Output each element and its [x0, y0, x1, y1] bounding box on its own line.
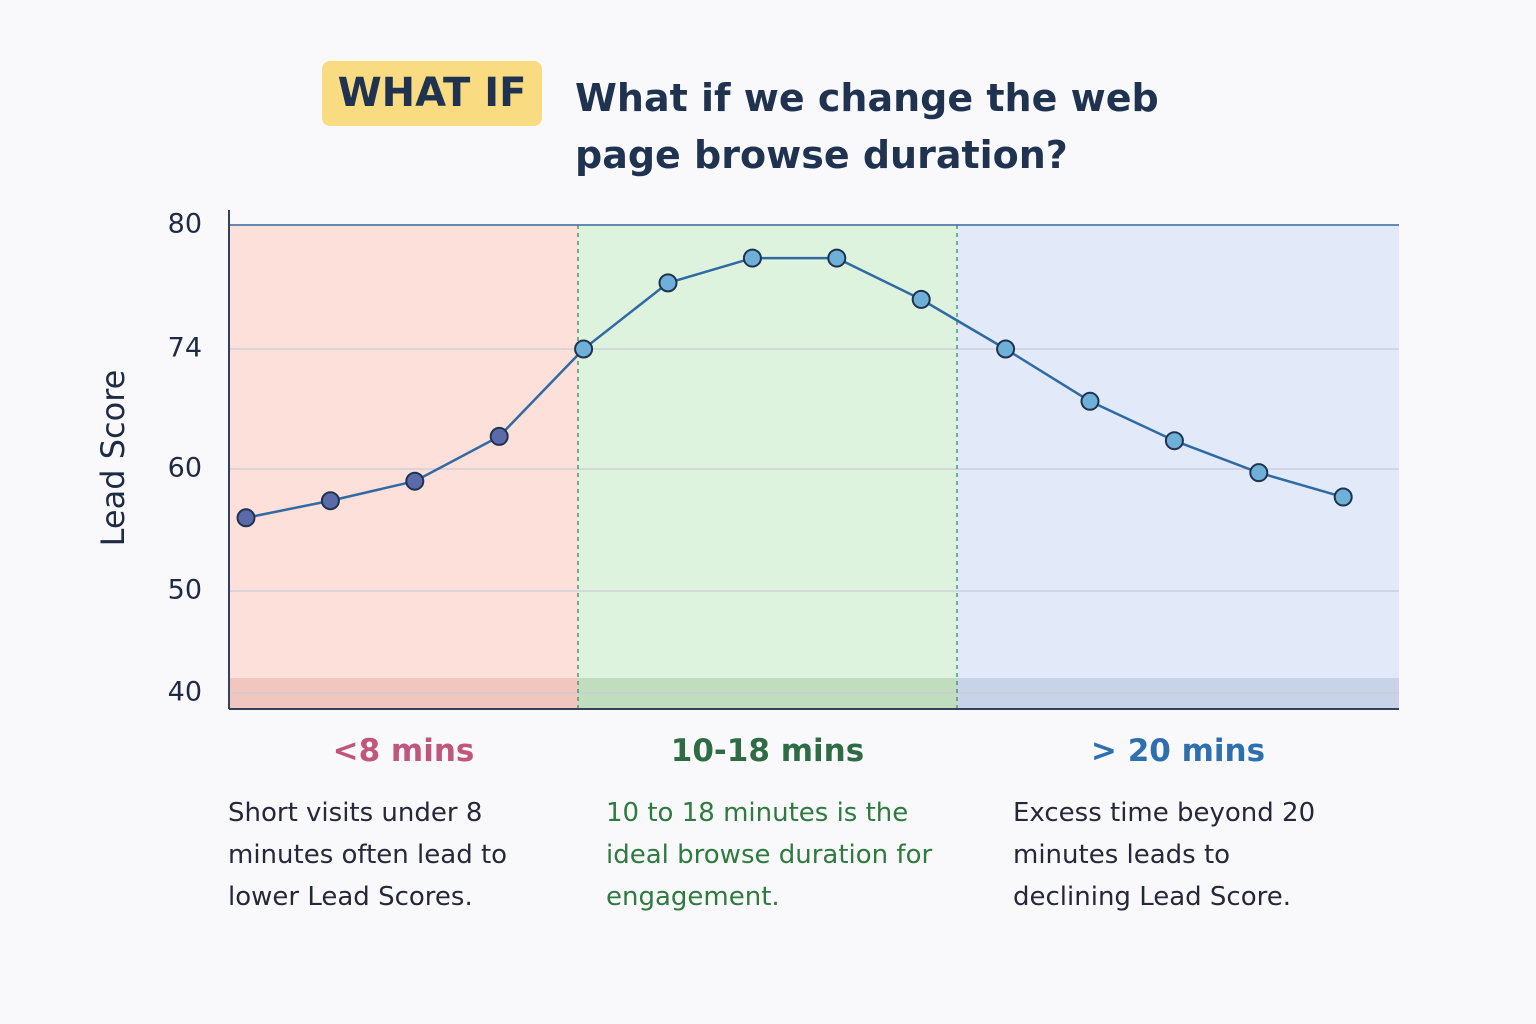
data-point: [996, 339, 1016, 359]
data-point: [742, 248, 762, 268]
y-tick-label: 40: [168, 677, 202, 708]
data-point: [574, 339, 594, 359]
data-point: [1333, 487, 1353, 507]
data-point: [827, 248, 847, 268]
zone-background: [578, 225, 957, 709]
data-point: [320, 491, 340, 511]
y-tick-label: 60: [168, 453, 202, 484]
zone-description: 10 to 18 minutes is the ideal browse dur…: [606, 798, 933, 912]
zone-label: > 20 mins: [1090, 733, 1266, 769]
zone-description: Short visits under 8 minutes often lead …: [228, 798, 508, 912]
data-point: [911, 289, 931, 309]
data-point: [236, 508, 256, 528]
zone-background: [957, 225, 1399, 709]
badge: WHAT IF: [322, 61, 542, 126]
y-axis-label: Lead Score: [94, 370, 132, 547]
data-point: [1249, 463, 1269, 483]
data-point: [405, 471, 425, 491]
zone-description: Excess time beyond 20 minutes leads to d…: [1013, 798, 1316, 912]
chart-title: What if we change the web page browse du…: [575, 76, 1159, 177]
zone-background: [229, 225, 578, 709]
y-tick-label: 74: [168, 333, 202, 364]
zone-label: <8 mins: [332, 733, 475, 769]
data-point: [1164, 431, 1184, 451]
data-point: [1080, 391, 1100, 411]
series-line: [245, 256, 1344, 520]
data-point: [489, 426, 509, 446]
y-tick-label: 80: [168, 209, 202, 240]
zone-label: 10-18 mins: [670, 733, 865, 769]
data-point: [658, 273, 678, 293]
y-tick-label: 50: [168, 575, 202, 606]
